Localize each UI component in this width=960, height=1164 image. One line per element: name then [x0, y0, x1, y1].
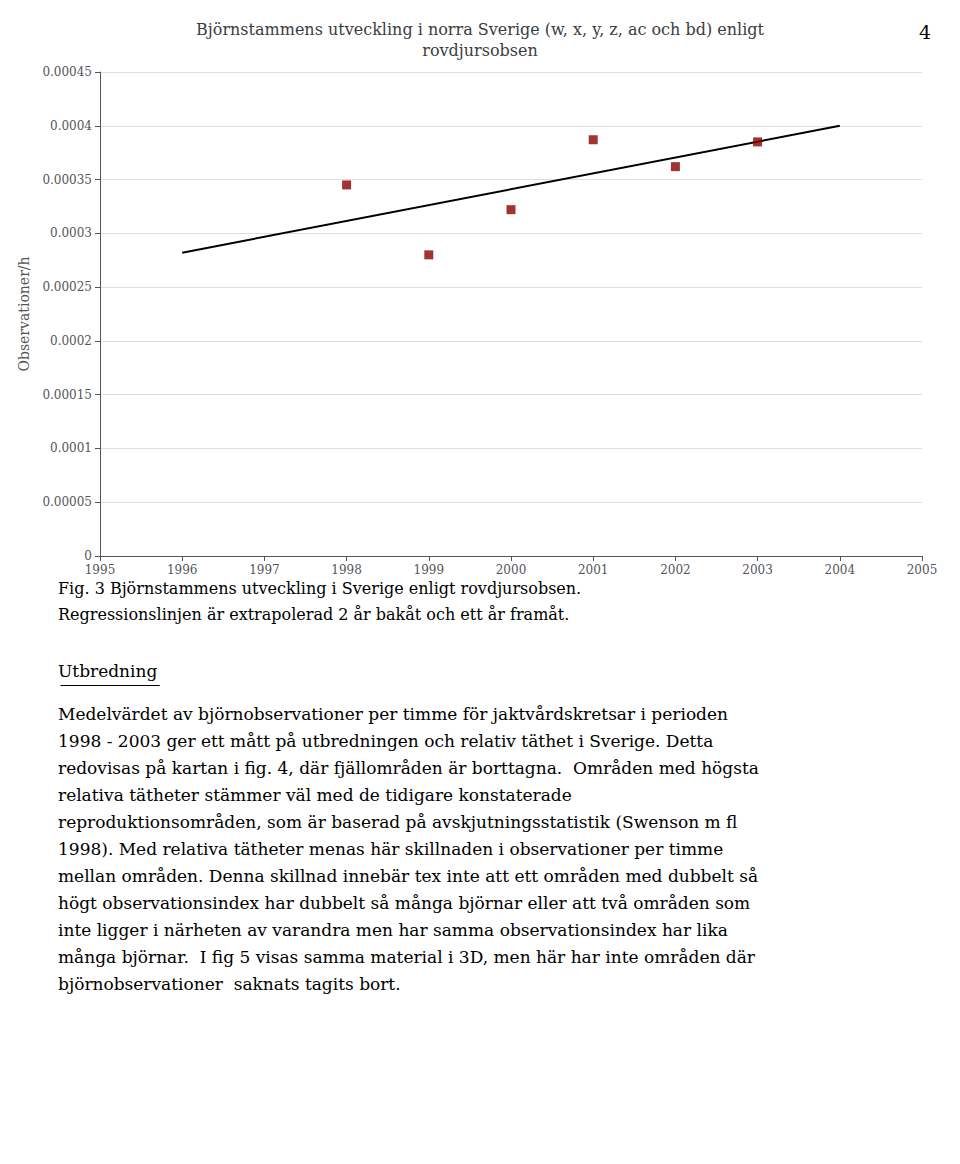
svg-text:Fig. 3 Björnstammens utvecklin: Fig. 3 Björnstammens utveckling i Sverig…: [58, 579, 581, 598]
svg-text:Utbredning: Utbredning: [58, 661, 157, 681]
svg-text:relativa tätheter stämmer väl: relativa tätheter stämmer väl med de tid…: [58, 785, 572, 805]
svg-text:0.00035: 0.00035: [42, 173, 92, 187]
svg-text:1999: 1999: [414, 563, 445, 577]
svg-text:1995: 1995: [85, 563, 116, 577]
svg-text:1998: 1998: [331, 563, 362, 577]
svg-text:2003: 2003: [742, 563, 773, 577]
svg-text:0.00025: 0.00025: [42, 280, 92, 294]
svg-text:1998). Med relativa tätheter m: 1998). Med relativa tätheter menas här s…: [58, 839, 723, 859]
svg-text:1997: 1997: [249, 563, 280, 577]
svg-text:0.0002: 0.0002: [50, 334, 92, 348]
svg-text:Regressionslinjen är extrapole: Regressionslinjen är extrapolerad 2 år b…: [58, 605, 569, 624]
svg-text:0.0003: 0.0003: [50, 226, 92, 240]
svg-text:mellan områden. Denna skillnad: mellan områden. Denna skillnad innebär t…: [58, 866, 758, 886]
svg-text:reproduktionsområden, som är b: reproduktionsområden, som är baserad på …: [58, 812, 737, 832]
svg-text:björnobservationer saknats ta: björnobservationer saknats tagits bort.: [58, 974, 401, 994]
svg-text:2000: 2000: [496, 563, 527, 577]
svg-text:0.00015: 0.00015: [42, 388, 92, 402]
svg-text:redovisas på kartan i fig. 4,: redovisas på kartan i fig. 4, där fjällo…: [58, 758, 759, 778]
svg-text:0.0001: 0.0001: [50, 441, 92, 455]
svg-text:1998 - 2003 ger ett mått på ut: 1998 - 2003 ger ett mått på utbredningen…: [58, 731, 713, 751]
svg-text:0.0004: 0.0004: [50, 119, 92, 133]
svg-text:0.00005: 0.00005: [42, 495, 92, 509]
svg-text:0.00045: 0.00045: [42, 65, 92, 79]
svg-text:Medelvärdet av björnobservatio: Medelvärdet av björnobservationer per ti…: [58, 704, 728, 724]
svg-text:2001: 2001: [578, 563, 609, 577]
svg-text:2004: 2004: [825, 563, 856, 577]
svg-text:2005: 2005: [907, 563, 938, 577]
svg-text:0: 0: [84, 549, 92, 563]
svg-text:Björnstammens utveckling i nor: Björnstammens utveckling i norra Sverige…: [196, 20, 764, 39]
svg-text:1996: 1996: [167, 563, 198, 577]
svg-text:många björnar. I fig 5 visas: många björnar. I fig 5 visas samma mater…: [58, 947, 756, 967]
svg-text:2002: 2002: [660, 563, 691, 577]
svg-text:inte ligger i närheten av vara: inte ligger i närheten av varandra men h…: [58, 920, 728, 940]
svg-text:4: 4: [919, 21, 931, 43]
svg-text:Observationer/h: Observationer/h: [16, 256, 32, 371]
svg-text:rovdjursobsen: rovdjursobsen: [422, 41, 538, 60]
svg-text:högt observationsindex har dub: högt observationsindex har dubbelt så må…: [58, 893, 750, 913]
